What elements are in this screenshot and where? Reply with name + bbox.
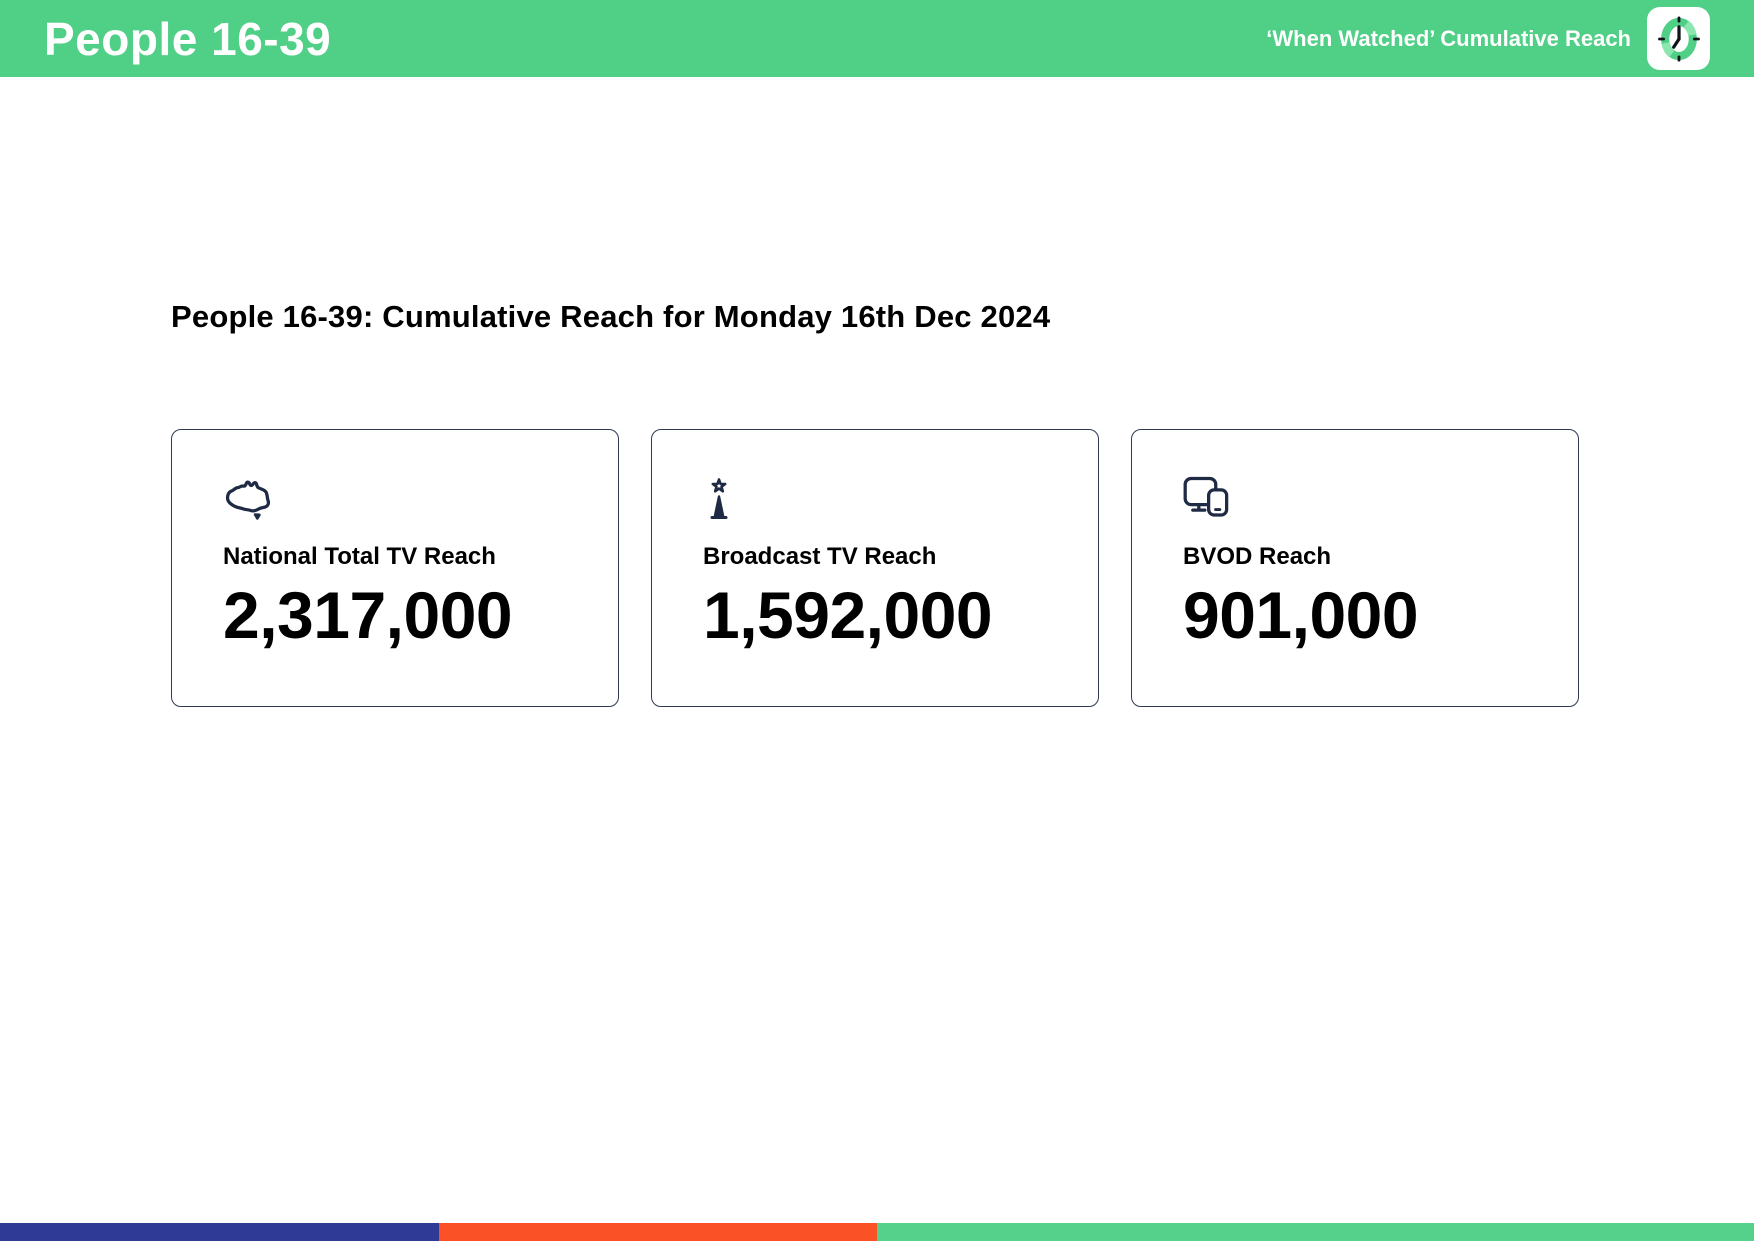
card-label: Broadcast TV Reach: [703, 543, 937, 570]
page-title: People 16-39: [44, 12, 332, 65]
broadcast-tower-icon: [703, 475, 1078, 521]
card-value: 1,592,000: [703, 578, 993, 652]
card-label: BVOD Reach: [1183, 543, 1332, 570]
devices-icon: [1183, 475, 1558, 521]
australia-map-icon: [223, 475, 598, 521]
metric-card-national-total-tv: National Total TV Reach 2,317,000: [171, 429, 619, 707]
metric-card-broadcast-tv: Broadcast TV Reach 1,592,000: [651, 429, 1099, 707]
header-right: ‘When Watched’ Cumulative Reach: [1266, 7, 1710, 70]
card-label: National Total TV Reach: [223, 543, 496, 570]
card-value: 2,317,000: [223, 578, 513, 652]
metric-cards: National Total TV Reach 2,317,000 Broadc…: [171, 429, 1754, 707]
section-heading: People 16-39: Cumulative Reach for Monda…: [171, 299, 1051, 334]
footer-green-segment: [877, 1223, 1754, 1241]
footer-navy-segment: [0, 1223, 439, 1241]
app-header: People 16-39 ‘When Watched’ Cumulative R…: [0, 0, 1754, 77]
card-value: 901,000: [1183, 578, 1419, 652]
header-subtitle: ‘When Watched’ Cumulative Reach: [1266, 25, 1631, 51]
footer-bar: [0, 1223, 1754, 1241]
clock-icon: [1647, 7, 1710, 70]
metric-card-bvod: BVOD Reach 901,000: [1131, 429, 1579, 707]
main-content: People 16-39: Cumulative Reach for Monda…: [0, 299, 1754, 707]
footer-orange-segment: [438, 1223, 877, 1241]
